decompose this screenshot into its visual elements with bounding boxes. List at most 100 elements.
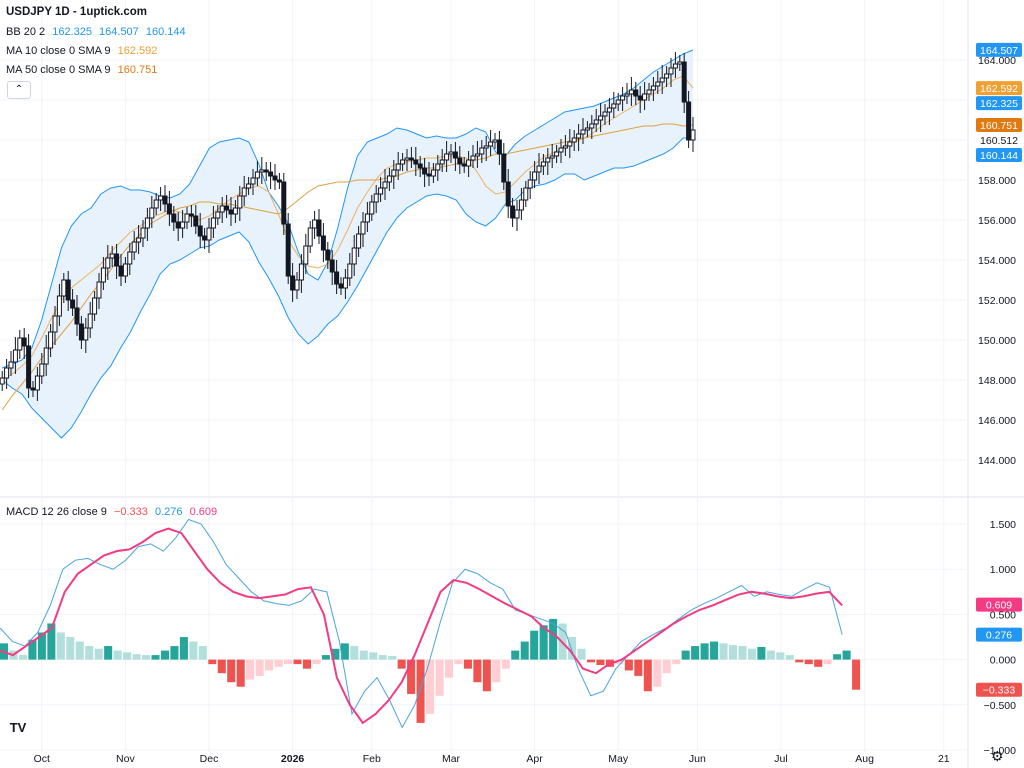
candle-up — [109, 253, 115, 259]
candle-up — [549, 155, 555, 159]
candle-up — [668, 67, 674, 75]
candle-up — [4, 367, 10, 379]
price-axis[interactable]: 164.000162.000160.000158.000156.000154.0… — [978, 55, 1016, 757]
macd-histogram-bar — [691, 646, 700, 660]
candle-down — [285, 223, 291, 277]
candle-up — [184, 213, 190, 223]
ma50-label: MA 50 close 0 SMA 9 — [6, 64, 111, 76]
macd-histogram-bar — [331, 648, 340, 660]
macd-histogram-bar — [189, 641, 198, 660]
macd-histogram-bar — [662, 659, 671, 674]
macd-line-value: 0.276 — [154, 506, 183, 518]
macd-histogram-bar — [795, 659, 804, 663]
macd-histogram-bar — [151, 655, 160, 660]
candle-up — [250, 177, 256, 185]
ma10-value: 162.592 — [117, 45, 158, 57]
candle-up — [527, 179, 533, 189]
macd-histogram-bar — [577, 648, 586, 660]
candle-up — [650, 85, 656, 91]
candle-up — [180, 221, 186, 229]
candle-down — [496, 139, 502, 155]
macd-histogram-bar — [302, 659, 311, 669]
bb-legend[interactable]: BB 20 2 162.325 164.507 160.144 — [6, 23, 190, 41]
macd-histogram-bar — [520, 641, 529, 660]
time-axis[interactable]: Oct Nov Dec 2026 Feb Mar Apr May Jun Jul Aug 21 — [34, 753, 950, 765]
macd-histogram-bar — [236, 659, 245, 687]
candle-up — [532, 171, 538, 181]
candle-up — [158, 195, 164, 201]
price-tick-label: 154.000 — [978, 255, 1016, 267]
candle-up — [351, 247, 357, 265]
macd-histogram-bar — [350, 646, 359, 660]
price-badge-bg — [976, 96, 1022, 111]
macd-histogram-bar — [198, 646, 207, 660]
macd-histogram-bar — [104, 646, 113, 660]
candle-up — [364, 213, 370, 223]
macd-histogram-bar — [18, 655, 27, 660]
candle-down — [118, 265, 124, 277]
candle-up — [87, 313, 93, 329]
gear-icon[interactable]: ⚙ — [991, 748, 1004, 764]
macd-histogram-bar — [37, 632, 46, 660]
time-tick-label: Feb — [363, 753, 381, 765]
time-tick-label: 21 — [938, 753, 950, 765]
bb-lower-line — [1, 137, 693, 439]
candle-down — [162, 195, 168, 205]
ma50-legend[interactable]: MA 50 close 0 SMA 9 160.751 — [6, 61, 161, 79]
macd-histogram-bar — [407, 659, 416, 694]
price-tick-label: 158.000 — [978, 175, 1016, 187]
chevron-up-icon[interactable]: ⌃ — [7, 81, 31, 99]
candle-up — [237, 195, 243, 209]
macd-histogram-bar — [766, 650, 775, 660]
candle-up — [430, 169, 436, 177]
macd-histogram-bar — [255, 659, 264, 676]
candle-down — [681, 61, 687, 103]
candle-up — [347, 263, 353, 279]
candle-up — [303, 245, 309, 265]
ma10-legend[interactable]: MA 10 close 0 SMA 9 162.592 — [6, 42, 161, 60]
candle-down — [316, 219, 322, 237]
macd-badge-bg — [976, 682, 1022, 697]
candle-up — [34, 375, 40, 391]
candle-up — [294, 279, 300, 291]
candle-down — [426, 173, 432, 177]
candle-down — [325, 249, 331, 261]
candle-up — [254, 171, 260, 179]
tradingview-logo-icon[interactable]: TV — [6, 717, 30, 739]
candle-down — [457, 157, 463, 165]
candle-down — [21, 337, 27, 347]
candle-up — [92, 297, 98, 315]
macd-histogram-bar — [85, 646, 94, 660]
candle-down — [422, 167, 428, 175]
candle-up — [105, 257, 111, 269]
time-tick-label: Nov — [116, 753, 135, 765]
candle-down — [188, 213, 194, 217]
macd-histogram-bar — [340, 643, 349, 660]
chart-title: USDJPY 1D - 1uptick.com — [6, 6, 148, 18]
macd-histogram-bar — [814, 659, 823, 667]
price-tick-label: 150.000 — [978, 335, 1016, 347]
price-badge: 160.512 — [980, 135, 1018, 147]
macd-tick-label: 0.000 — [990, 655, 1016, 667]
macd-histogram-bar — [444, 659, 454, 678]
time-tick-label: Jul — [774, 753, 787, 765]
macd-histogram-bar — [227, 659, 236, 683]
candle-down — [461, 163, 467, 167]
macd-tick-label: 0.500 — [990, 609, 1016, 621]
candle-up — [43, 347, 49, 365]
macd-histogram-bar — [757, 646, 766, 660]
candle-up — [646, 89, 652, 95]
macd-histogram-bar — [274, 659, 283, 667]
candle-down — [417, 163, 423, 169]
candle-up — [545, 157, 551, 163]
macd-histogram-bar — [501, 659, 510, 669]
macd-legend[interactable]: MACD 12 26 close 9 −0.333 0.276 0.609 — [6, 503, 221, 521]
macd-histogram-bar — [378, 655, 387, 660]
candle-down — [268, 171, 274, 177]
candle-up — [382, 181, 388, 189]
candle-down — [334, 271, 340, 285]
macd-tick-label: 1.000 — [990, 564, 1016, 576]
candle-up — [606, 107, 612, 113]
macd-histogram-bar — [66, 637, 75, 660]
